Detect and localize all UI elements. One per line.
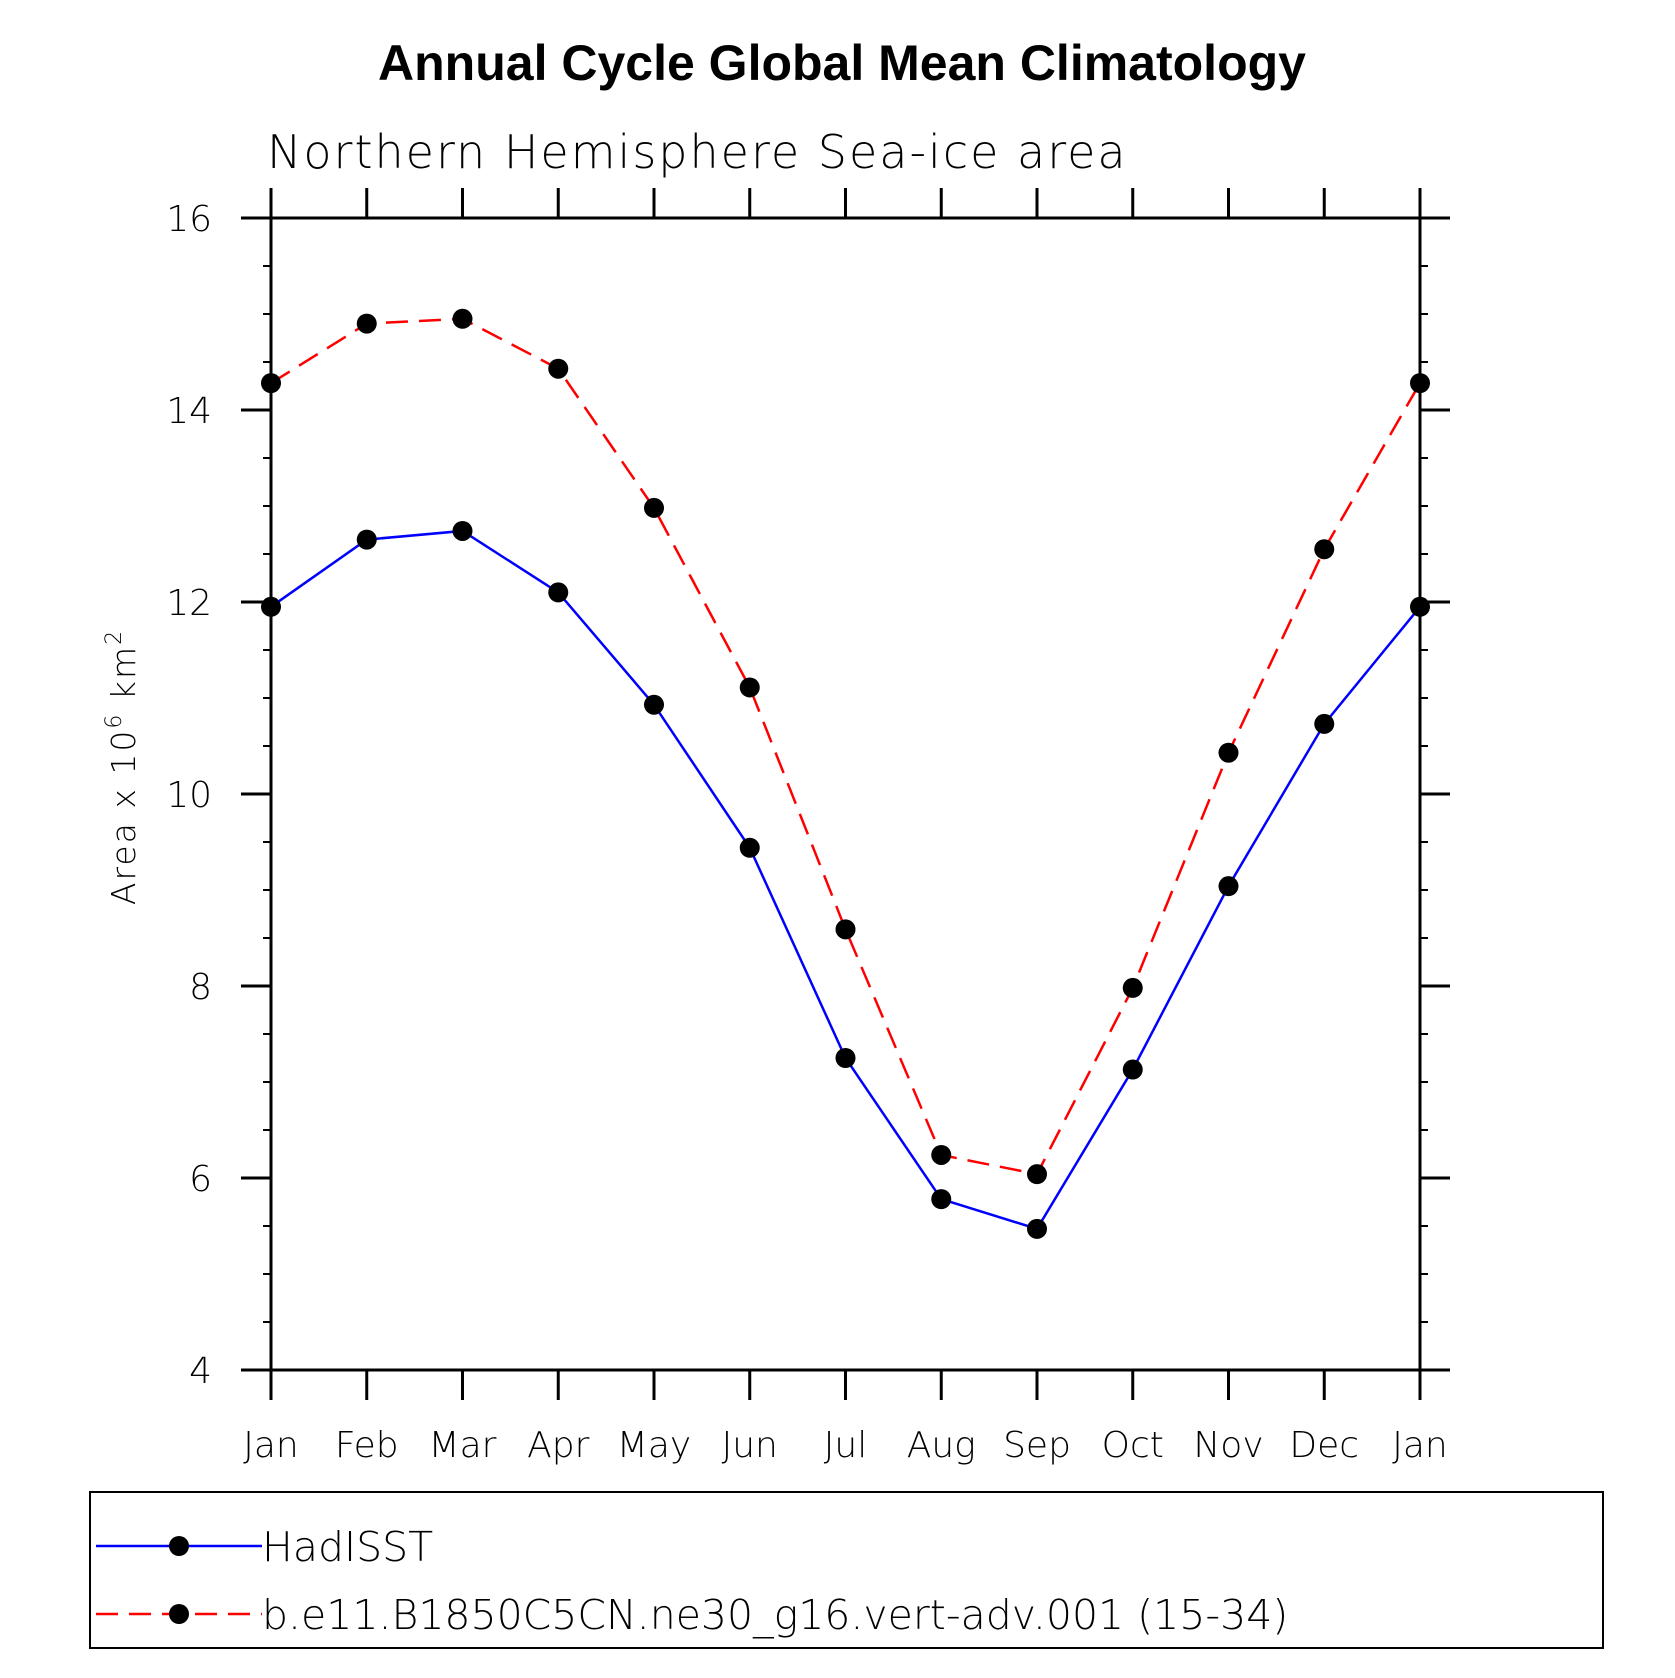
x-tick-label: Oct xyxy=(1102,1425,1164,1466)
legend-label-1: HadISST xyxy=(262,1523,433,1571)
x-tick-label: Jan xyxy=(243,1425,299,1466)
data-point-series-2 xyxy=(548,358,569,379)
data-point-series-1 xyxy=(1314,713,1335,734)
y-tick-label: 14 xyxy=(166,391,212,432)
data-point-series-2 xyxy=(931,1144,952,1165)
y-axis-label: Area x 106 km2 xyxy=(102,629,143,905)
x-tick-label: Jul xyxy=(824,1425,867,1466)
data-point-series-2 xyxy=(1027,1164,1047,1185)
data-point-series-2 xyxy=(835,919,856,940)
data-point-series-1 xyxy=(931,1189,952,1210)
data-point-series-1 xyxy=(835,1048,856,1068)
y-tick-label: 12 xyxy=(166,583,212,624)
y-tick-label: 4 xyxy=(189,1351,212,1392)
x-tick-label: Dec xyxy=(1289,1425,1359,1466)
legend-marker-2 xyxy=(169,1604,189,1624)
data-point-series-1 xyxy=(1218,876,1239,897)
data-point-series-2 xyxy=(1218,742,1239,763)
x-tick-label: Sep xyxy=(1003,1425,1071,1466)
data-point-series-1 xyxy=(1027,1218,1047,1239)
data-point-series-1 xyxy=(739,837,760,858)
data-point-series-2 xyxy=(739,677,760,698)
x-tick-label: Nov xyxy=(1193,1425,1263,1466)
chart-subtitle: Northern Hemisphere Sea-ice area xyxy=(267,125,1128,179)
data-point-series-2 xyxy=(261,373,281,394)
legend-marker-1 xyxy=(169,1536,189,1556)
x-tick-label: Feb xyxy=(335,1425,399,1466)
data-point-series-1 xyxy=(1122,1059,1143,1080)
x-tick-label: Jan xyxy=(1392,1425,1448,1466)
x-tick-label: May xyxy=(617,1425,691,1466)
data-point-series-2 xyxy=(452,308,473,329)
data-point-series-2 xyxy=(644,497,664,518)
data-point-series-1 xyxy=(644,694,664,715)
data-point-series-1 xyxy=(548,582,569,603)
y-tick-label: 6 xyxy=(189,1159,212,1200)
y-tick-label: 10 xyxy=(166,775,212,816)
series-line-1 xyxy=(270,529,1421,1231)
x-tick-label: Jun xyxy=(722,1425,778,1466)
legend-label-2: b.e11.B1850C5CN.ne30_g16.vert-adv.001 (1… xyxy=(262,1591,1288,1639)
data-point-series-2 xyxy=(356,313,377,334)
data-point-series-1 xyxy=(261,596,281,617)
y-tick-label: 16 xyxy=(166,199,212,240)
x-tick-label: Mar xyxy=(429,1425,497,1466)
data-point-series-1 xyxy=(1410,596,1430,617)
plot-area: 4 6 8 10 12 14 16 Jan Feb Mar Apr May Jun Jul Aug Sep Oc… xyxy=(166,188,1450,1466)
x-tick-label: Aug xyxy=(907,1425,976,1466)
x-tick-label: Apr xyxy=(527,1425,589,1466)
data-point-series-2 xyxy=(1314,539,1335,560)
series-line-2 xyxy=(270,317,1422,1176)
data-point-series-2 xyxy=(1122,977,1143,998)
data-point-series-2 xyxy=(1410,373,1430,394)
legend: HadISST b.e11.B1850C5CN.ne30_g16.vert-adv… xyxy=(89,1491,1604,1649)
data-point-series-1 xyxy=(452,520,473,541)
plot-frame xyxy=(269,216,1422,1372)
y-tick-label: 8 xyxy=(189,967,212,1008)
chart-title: Annual Cycle Global Mean Climatology xyxy=(378,35,1306,91)
legend-box xyxy=(89,1491,1604,1649)
data-point-series-1 xyxy=(356,529,377,550)
